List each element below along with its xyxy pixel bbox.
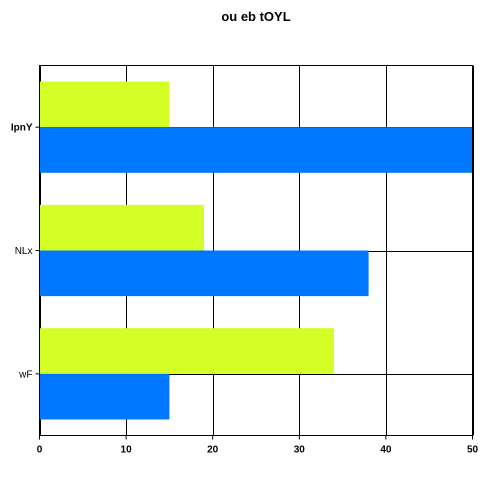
y-tick-label-NLx: NLx xyxy=(15,246,33,257)
bar-series1-NLx xyxy=(39,250,369,297)
chart-title: ou eb tOYL xyxy=(221,9,290,24)
bar-series0-wF xyxy=(39,328,334,374)
x-tick-label-50: 50 xyxy=(467,445,479,456)
bar-series1-wF xyxy=(39,373,170,420)
y-axis: IpnY NLx wF xyxy=(11,123,40,380)
bar-series0-NLx xyxy=(39,204,205,251)
bar-series1-IpnY xyxy=(39,127,473,173)
y-tick-label-IpnY: IpnY xyxy=(11,123,33,134)
x-axis: 0 10 20 30 40 50 xyxy=(37,435,479,456)
bars xyxy=(39,81,473,420)
x-tick-label-40: 40 xyxy=(380,445,392,456)
x-tick-label-30: 30 xyxy=(294,445,306,456)
x-tick-label-20: 20 xyxy=(207,445,219,456)
x-tick-label-0: 0 xyxy=(37,445,43,456)
bar-series0-IpnY xyxy=(39,81,170,128)
y-tick-label-wF: wF xyxy=(18,369,32,380)
x-tick-label-10: 10 xyxy=(121,445,133,456)
